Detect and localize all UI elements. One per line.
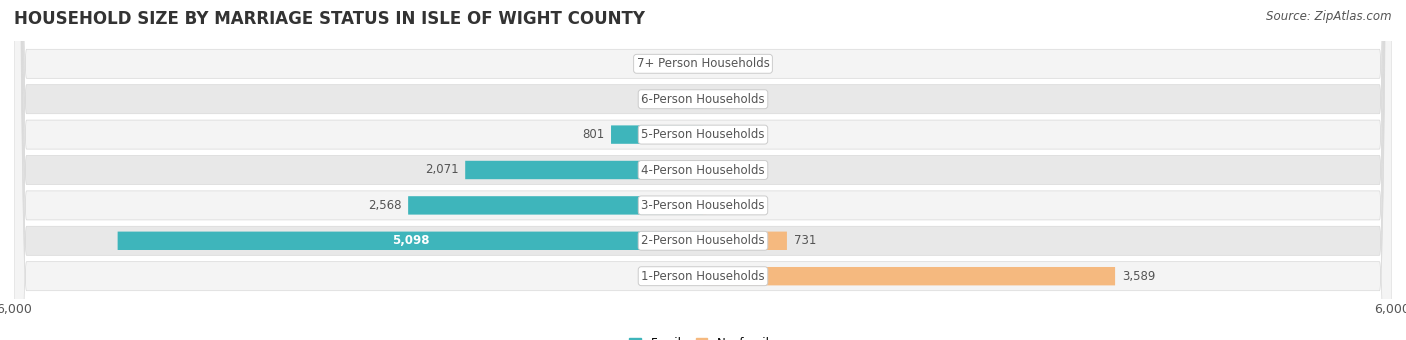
- Text: 30: 30: [713, 199, 728, 212]
- FancyBboxPatch shape: [14, 0, 1392, 340]
- FancyBboxPatch shape: [14, 0, 1392, 340]
- Text: 2,568: 2,568: [368, 199, 401, 212]
- Text: 248: 248: [645, 93, 668, 106]
- FancyBboxPatch shape: [703, 232, 787, 250]
- Text: 0: 0: [714, 164, 721, 176]
- Text: 0: 0: [714, 128, 721, 141]
- FancyBboxPatch shape: [408, 196, 703, 215]
- Text: 3-Person Households: 3-Person Households: [641, 199, 765, 212]
- FancyBboxPatch shape: [612, 125, 703, 144]
- Text: 1-Person Households: 1-Person Households: [641, 270, 765, 283]
- Text: 0: 0: [714, 93, 721, 106]
- Legend: Family, Nonfamily: Family, Nonfamily: [630, 337, 776, 340]
- FancyBboxPatch shape: [14, 0, 1392, 340]
- Text: 4-Person Households: 4-Person Households: [641, 164, 765, 176]
- FancyBboxPatch shape: [14, 0, 1392, 340]
- FancyBboxPatch shape: [675, 90, 703, 108]
- FancyBboxPatch shape: [118, 232, 703, 250]
- Text: 0: 0: [714, 57, 721, 70]
- Text: 2,071: 2,071: [425, 164, 458, 176]
- Text: 5-Person Households: 5-Person Households: [641, 128, 765, 141]
- Text: HOUSEHOLD SIZE BY MARRIAGE STATUS IN ISLE OF WIGHT COUNTY: HOUSEHOLD SIZE BY MARRIAGE STATUS IN ISL…: [14, 10, 645, 28]
- Text: 6-Person Households: 6-Person Households: [641, 93, 765, 106]
- FancyBboxPatch shape: [14, 0, 1392, 340]
- FancyBboxPatch shape: [14, 0, 1392, 340]
- Text: 3,589: 3,589: [1122, 270, 1156, 283]
- Text: 801: 801: [582, 128, 605, 141]
- Text: 2-Person Households: 2-Person Households: [641, 234, 765, 247]
- Text: 7+ Person Households: 7+ Person Households: [637, 57, 769, 70]
- Text: 5,098: 5,098: [391, 234, 429, 247]
- Text: 731: 731: [794, 234, 817, 247]
- Text: 0: 0: [685, 270, 692, 283]
- Text: Source: ZipAtlas.com: Source: ZipAtlas.com: [1267, 10, 1392, 23]
- Text: 60: 60: [675, 57, 689, 70]
- FancyBboxPatch shape: [14, 0, 1392, 340]
- FancyBboxPatch shape: [703, 267, 1115, 285]
- FancyBboxPatch shape: [703, 196, 706, 215]
- FancyBboxPatch shape: [465, 161, 703, 179]
- FancyBboxPatch shape: [696, 55, 703, 73]
